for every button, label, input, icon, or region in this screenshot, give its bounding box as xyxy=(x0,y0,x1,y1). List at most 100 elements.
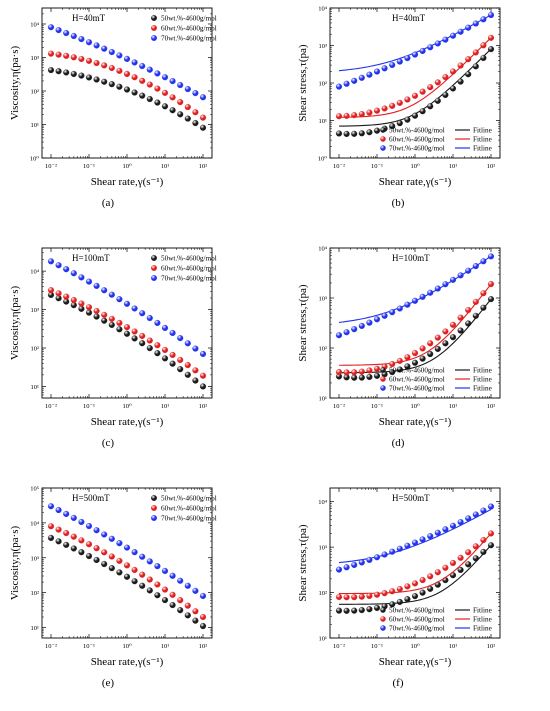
data-point xyxy=(343,564,350,571)
data-point xyxy=(161,89,169,96)
data-point xyxy=(116,569,123,576)
data-point xyxy=(351,326,358,333)
data-point xyxy=(396,357,403,364)
chart-panel-b: 10⁻² 10⁻¹ 10⁰ 10¹ 10² 10⁰ 10¹ 10² 10³ 10⁴ Shear ra… xyxy=(297,6,501,209)
data-point xyxy=(335,332,343,339)
data-point xyxy=(63,52,70,59)
legend-fit-label: Fitline xyxy=(473,616,492,624)
legend-fit-label: Fitline xyxy=(473,607,492,615)
data-point xyxy=(177,366,184,373)
x-tick-label: 10⁻² xyxy=(333,403,345,410)
data-point xyxy=(108,48,115,56)
data-point xyxy=(442,74,449,81)
y-tick-label: 10³ xyxy=(319,296,328,303)
legend: 50wt.%-4600g/mol Fitline 60wt.%-4600g/mol F… xyxy=(380,127,492,153)
y-tick-label: 10² xyxy=(319,590,328,597)
data-point xyxy=(85,552,93,560)
data-point xyxy=(343,112,350,119)
data-point xyxy=(108,535,115,542)
data-point xyxy=(184,362,191,369)
fit-line xyxy=(339,533,492,595)
y-tick-label: 10¹ xyxy=(31,625,40,632)
data-point xyxy=(358,607,365,614)
y-tick-label: 10³ xyxy=(319,545,328,552)
data-point xyxy=(389,601,396,608)
data-point xyxy=(85,57,93,64)
x-tick-label: 10⁰ xyxy=(410,403,420,410)
y-axis-label: Viscosity,η(pa·s) xyxy=(9,285,21,360)
data-point xyxy=(335,369,343,376)
legend-marker xyxy=(380,385,386,391)
data-point xyxy=(389,61,396,69)
x-tick-label: 10² xyxy=(487,403,496,410)
legend-fit-label: Fitline xyxy=(473,625,492,633)
data-point xyxy=(131,74,138,81)
data-point xyxy=(123,330,131,337)
x-tick-label: 10⁰ xyxy=(410,163,420,170)
data-point xyxy=(184,582,191,589)
data-point xyxy=(146,95,153,103)
data-point xyxy=(381,105,388,112)
data-point xyxy=(465,56,472,63)
data-point xyxy=(63,29,70,37)
data-point xyxy=(169,78,176,85)
data-point xyxy=(70,296,77,304)
data-point xyxy=(419,355,426,362)
y-tick-label: 10² xyxy=(31,346,40,353)
data-point xyxy=(373,68,381,75)
data-point xyxy=(381,312,388,319)
data-point xyxy=(404,301,411,308)
data-point xyxy=(139,77,146,84)
legend-label: 50wt.%-4600g/mol xyxy=(389,127,445,135)
data-point xyxy=(487,503,495,510)
data-point xyxy=(373,365,381,372)
data-point xyxy=(70,70,77,78)
data-point xyxy=(487,253,495,260)
data-point xyxy=(101,287,108,294)
legend-marker xyxy=(380,367,386,373)
data-point xyxy=(123,86,131,93)
data-point xyxy=(373,604,381,611)
data-point xyxy=(146,81,153,88)
data-point xyxy=(85,278,93,285)
data-point xyxy=(411,350,419,357)
data-point xyxy=(427,533,434,540)
data-point xyxy=(358,559,365,566)
y-tick-label: 10⁰ xyxy=(30,156,40,163)
data-point xyxy=(396,545,403,552)
data-point xyxy=(93,307,100,315)
data-point xyxy=(442,564,449,571)
data-point xyxy=(411,51,419,58)
data-point xyxy=(184,103,191,111)
legend-fit-label: Fitline xyxy=(473,376,492,384)
legend-fit-label: Fitline xyxy=(473,367,492,375)
data-point xyxy=(78,274,85,281)
data-point xyxy=(192,608,199,615)
data-point xyxy=(78,549,85,556)
data-point xyxy=(472,20,479,27)
chart-panel-e: 10⁻² 10⁻¹ 10⁰ 10¹ 10² 10¹ 10² 10³ 10⁴ 10⁵ Shear ra… xyxy=(9,486,217,690)
x-tick-label: 10¹ xyxy=(161,643,170,650)
legend-marker xyxy=(151,15,157,21)
legend: 50wt.%-4600g/mol 60wt.%-4600g/mol 70wt.%-4… xyxy=(151,255,217,283)
x-tick-label: 10⁻² xyxy=(333,643,345,650)
data-point xyxy=(404,116,411,123)
data-point xyxy=(449,68,457,75)
data-point xyxy=(169,602,176,609)
data-point xyxy=(335,607,343,614)
data-point xyxy=(70,32,77,40)
data-point xyxy=(93,527,100,534)
data-point xyxy=(154,350,161,357)
legend-marker xyxy=(151,25,157,31)
data-point xyxy=(442,36,449,43)
legend-marker xyxy=(380,616,386,622)
data-point xyxy=(472,555,479,562)
panel-letter: (b) xyxy=(392,197,405,209)
data-point xyxy=(480,258,487,265)
y-tick-label: 10⁴ xyxy=(318,246,328,253)
data-point xyxy=(139,332,146,340)
panel-letter: (e) xyxy=(102,677,115,689)
y-axis-label: Shear stress,τ(pa) xyxy=(297,524,309,601)
data-point xyxy=(404,96,411,103)
legend-label: 70wt.%-4600g/mol xyxy=(161,515,217,523)
